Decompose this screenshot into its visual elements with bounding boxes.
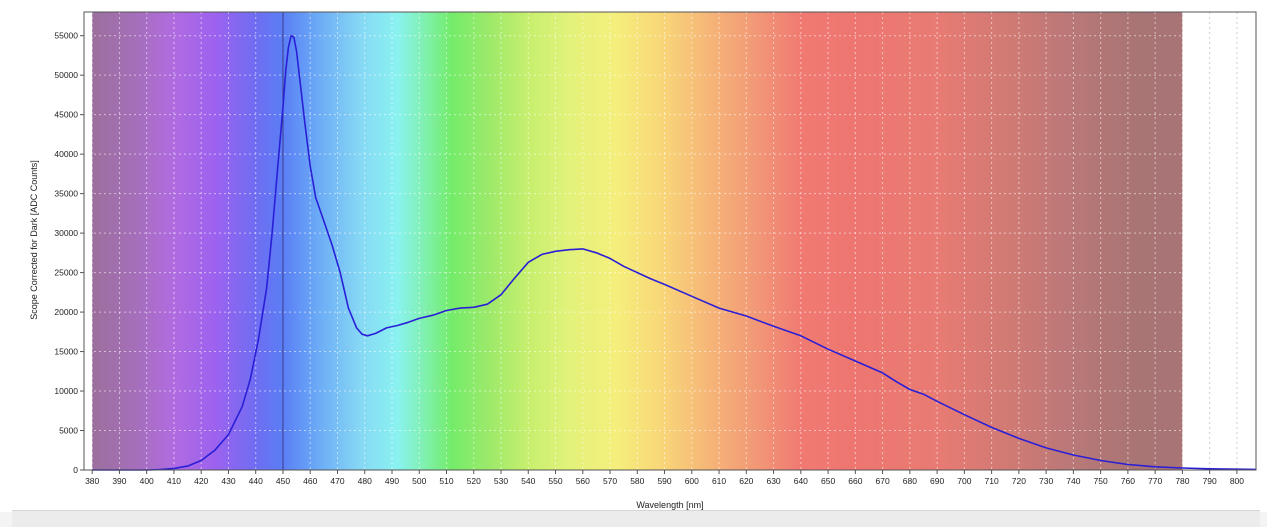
y-tick-label: 20000 <box>54 307 78 317</box>
x-tick-label: 680 <box>903 476 917 486</box>
x-tick-label: 760 <box>1121 476 1135 486</box>
x-tick-label: 490 <box>385 476 399 486</box>
y-tick-label: 50000 <box>54 70 78 80</box>
x-tick-label: 750 <box>1094 476 1108 486</box>
series-layer <box>92 34 1257 471</box>
x-tick-label: 380 <box>85 476 99 486</box>
x-tick-label: 580 <box>630 476 644 486</box>
grid <box>84 12 1256 471</box>
y-tick-label: 25000 <box>54 268 78 278</box>
plot-border <box>83 11 1257 471</box>
x-tick-label: 450 <box>276 476 290 486</box>
x-tick-label: 690 <box>930 476 944 486</box>
x-tick-label: 590 <box>657 476 671 486</box>
x-tick-label: 520 <box>467 476 481 486</box>
x-tick-label: 650 <box>821 476 835 486</box>
x-tick-label: 800 <box>1230 476 1244 486</box>
x-tick-label: 480 <box>358 476 372 486</box>
x-axis-label: Wavelength [nm] <box>636 500 703 510</box>
x-tick-label: 540 <box>521 476 535 486</box>
x-axis-ticks: 380 390 400 410 420 430 440 450 460 470 480 490 500 5… <box>85 470 1244 486</box>
y-tick-label: 10000 <box>54 386 78 396</box>
x-tick-label: 530 <box>494 476 508 486</box>
x-tick-label: 630 <box>766 476 780 486</box>
x-tick-label: 500 <box>412 476 426 486</box>
x-tick-label: 790 <box>1203 476 1217 486</box>
x-tick-label: 570 <box>603 476 617 486</box>
y-axis-ticks: 0 5000 10000 15000 20000 25000 30000 35000 40000… <box>54 31 84 475</box>
y-tick-label: 45000 <box>54 110 78 120</box>
x-tick-label: 640 <box>794 476 808 486</box>
y-tick-label: 40000 <box>54 149 78 159</box>
y-axis-label: Scope Corrected for Dark [ADC Counts] <box>29 160 39 320</box>
x-tick-label: 510 <box>439 476 453 486</box>
x-tick-label: 610 <box>712 476 726 486</box>
x-tick-label: 600 <box>685 476 699 486</box>
plot-background <box>84 12 1256 470</box>
y-tick-label: 30000 <box>54 228 78 238</box>
x-tick-label: 420 <box>194 476 208 486</box>
y-tick-label: 5000 <box>59 426 78 436</box>
x-tick-label: 470 <box>330 476 344 486</box>
x-tick-label: 730 <box>1039 476 1053 486</box>
x-tick-label: 670 <box>876 476 890 486</box>
spectrum-line <box>92 34 1257 471</box>
spectrum-chart: 0 5000 10000 15000 20000 25000 30000 35000 40000… <box>0 0 1267 512</box>
x-tick-label: 740 <box>1066 476 1080 486</box>
x-tick-label: 460 <box>303 476 317 486</box>
spectrum-chart-svg: 0 5000 10000 15000 20000 25000 30000 35000 40000… <box>29 11 1257 510</box>
x-tick-label: 390 <box>112 476 126 486</box>
y-tick-label: 0 <box>73 465 78 475</box>
x-tick-label: 410 <box>167 476 181 486</box>
status-bar <box>12 510 1260 527</box>
x-tick-label: 620 <box>739 476 753 486</box>
x-tick-label: 770 <box>1148 476 1162 486</box>
x-tick-label: 550 <box>548 476 562 486</box>
x-tick-label: 700 <box>957 476 971 486</box>
y-tick-label: 15000 <box>54 347 78 357</box>
x-tick-label: 560 <box>576 476 590 486</box>
x-tick-label: 440 <box>249 476 263 486</box>
x-tick-label: 720 <box>1012 476 1026 486</box>
x-tick-label: 710 <box>985 476 999 486</box>
x-tick-label: 660 <box>848 476 862 486</box>
x-tick-label: 780 <box>1175 476 1189 486</box>
plot-frame <box>83 11 1257 471</box>
y-tick-label: 55000 <box>54 31 78 41</box>
x-tick-label: 430 <box>221 476 235 486</box>
visible-spectrum-band <box>92 12 1183 470</box>
y-tick-label: 35000 <box>54 189 78 199</box>
x-tick-label: 400 <box>140 476 154 486</box>
